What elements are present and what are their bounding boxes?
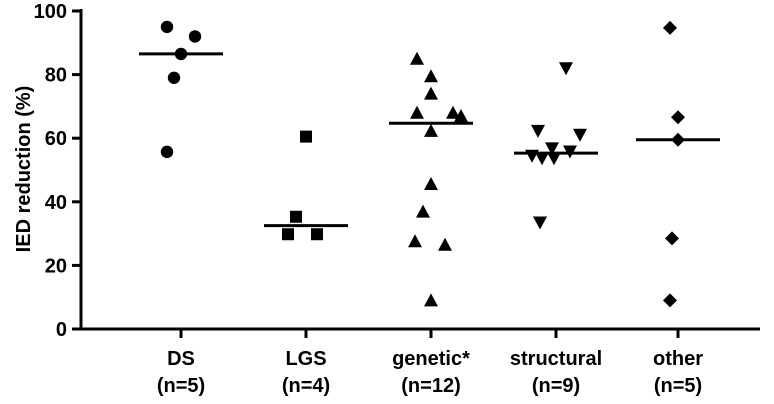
triangle-up-marker [416, 204, 430, 218]
x-category-label: structural [510, 348, 602, 370]
x-category-label: LGS [285, 348, 326, 370]
group-ds [139, 20, 223, 159]
square-marker [311, 228, 323, 241]
triangle-up-marker [424, 69, 438, 83]
triangle-down-marker [573, 128, 587, 142]
x-category-label: genetic* [392, 348, 470, 370]
triangle-down-marker [547, 152, 561, 166]
triangle-up-marker [410, 105, 424, 119]
square-marker [290, 210, 302, 223]
circle-marker [160, 145, 174, 159]
triangle-down-marker [525, 149, 539, 163]
triangle-up-marker [424, 123, 438, 137]
x-category-label: DS [167, 348, 195, 370]
plot-area [139, 20, 720, 308]
triangle-up-marker [446, 105, 460, 119]
triangle-up-marker [454, 108, 468, 122]
x-axis: DS (n=5) LGS (n=4) genetic* (n=12) structural (… [79, 327, 760, 397]
diamond-marker [663, 20, 677, 35]
y-tick-label: 100 [34, 1, 67, 23]
square-marker [282, 228, 294, 241]
y-axis: 0 20 40 60 80 100 [34, 1, 83, 341]
group-other [636, 20, 720, 308]
triangle-up-marker [410, 51, 424, 65]
y-tick-label: 40 [45, 192, 67, 214]
circle-marker [160, 20, 174, 34]
triangle-down-marker [559, 62, 573, 76]
y-tick-label: 20 [45, 255, 67, 277]
y-tick-label: 60 [45, 128, 67, 150]
triangle-down-marker [533, 216, 547, 230]
circle-marker [167, 71, 181, 84]
group-genetic [389, 51, 473, 307]
triangle-up-marker [424, 86, 438, 100]
x-category-count: (n=12) [401, 375, 460, 397]
y-axis-title: IED reduction (%) [13, 86, 35, 253]
triangle-up-marker [438, 237, 452, 251]
y-tick-label: 0 [56, 319, 67, 341]
triangle-down-marker [545, 142, 559, 156]
x-category-count: (n=9) [532, 375, 580, 397]
circle-marker [188, 30, 202, 43]
diamond-marker [663, 293, 677, 308]
group-structural [514, 62, 598, 230]
diamond-marker [671, 110, 685, 125]
y-tick-label: 80 [45, 65, 67, 87]
square-marker [300, 130, 312, 143]
group-lgs [264, 130, 348, 241]
x-category-count: (n=4) [282, 375, 330, 397]
x-category-count: (n=5) [157, 375, 205, 397]
triangle-up-marker [408, 234, 422, 248]
triangle-up-marker [424, 293, 438, 307]
diamond-marker [665, 231, 679, 246]
triangle-down-marker [535, 152, 549, 166]
x-category-count: (n=5) [654, 375, 702, 397]
triangle-up-marker [424, 176, 438, 190]
triangle-down-marker [531, 124, 545, 138]
x-category-label: other [653, 348, 703, 370]
